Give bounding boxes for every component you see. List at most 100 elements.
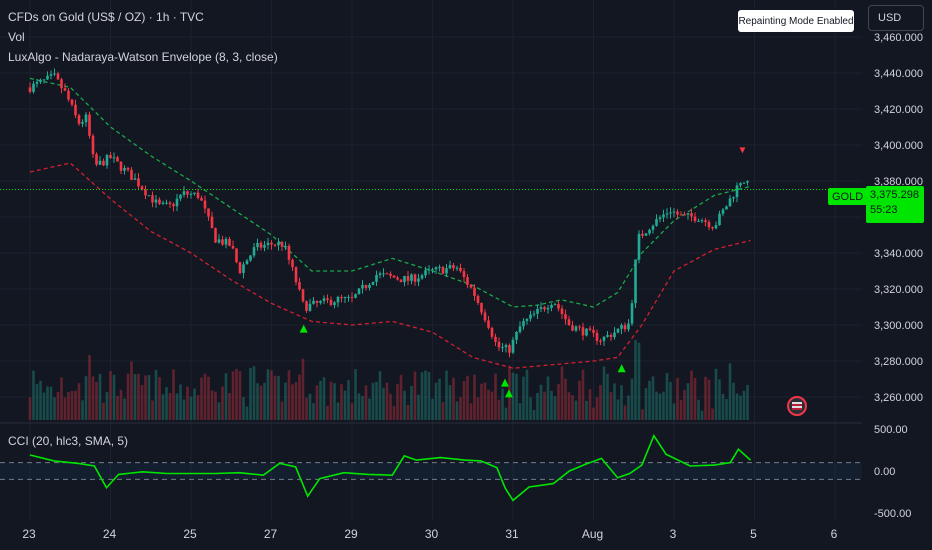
candle-body [49,74,53,76]
volume-bar [462,381,466,420]
volume-bar [557,384,560,420]
cci-pane [0,433,862,502]
volume-bar [371,382,375,420]
volume-bar [329,381,333,420]
candle-body [497,341,501,348]
candle-body [46,75,49,80]
symbol-title[interactable]: CFDs on Gold (US$ / OZ) · 1h · TVC [8,10,204,24]
volume-bar [305,397,308,420]
candle-body [91,135,95,155]
volume-bar [228,393,231,420]
candle-body [28,87,32,92]
vol-legend[interactable]: Vol [8,30,25,44]
candle-body [543,307,546,310]
candle-body [322,298,326,301]
candle-body [175,198,179,207]
candle-body [214,228,217,243]
volume-bar [301,358,305,420]
volume-bar [515,373,518,420]
volume-bar [375,381,378,420]
volume-bar [693,377,697,420]
candle-body [392,275,396,278]
volume-bar [354,369,357,420]
candle-body [602,336,606,341]
volume-bar [742,390,746,420]
volume-bar [599,384,602,420]
candle-body [378,273,382,275]
volume-bar [140,384,144,420]
candle-body [280,242,284,247]
volume-bar [137,373,140,420]
candle-body [74,104,77,116]
volume-bar [382,387,385,420]
volume-bar [130,361,133,420]
candle-body [746,181,749,183]
volume-bar [280,401,284,420]
currency-button[interactable]: USD [868,5,924,31]
candle-body [644,233,648,236]
candle-body [382,273,385,275]
volume-bar [298,374,301,420]
candle-body [287,245,291,260]
candle-body [522,320,525,327]
candle-body [595,332,599,341]
volume-bar [284,382,287,420]
volume-bar [483,382,487,420]
volume-bar [735,393,739,420]
candle-body [693,216,697,222]
volume-bar [665,373,669,420]
candle-body [42,79,46,81]
volume-bar [347,380,350,420]
cci-axis[interactable]: 500.00 0.00 -500.00 [874,424,911,520]
volume-bar [679,399,683,420]
candle-body [172,204,175,207]
volume-bar [46,386,49,420]
indicator-legend[interactable]: LuxAlgo - Nadaraya-Watson Envelope (8, 3… [8,50,278,64]
candle-body [714,225,718,229]
volume-bar [525,369,529,420]
candle-body [284,245,287,247]
candle-body [277,242,280,246]
repainting-mode-badge[interactable]: Repainting Mode Enabled [738,10,854,32]
candle-body [494,336,497,342]
candle-body [410,274,413,281]
volume-bar [648,380,651,420]
candle-body [613,332,616,338]
volume-bar [319,380,322,420]
candle-body [39,79,42,82]
us-flag-icon[interactable] [787,396,807,416]
candle-body [448,265,452,269]
candle-body [273,244,277,246]
sell-signal-marker [739,147,746,154]
volume-bar [158,377,161,420]
candle-body [368,284,371,288]
candle-body [364,284,368,288]
time-tick-label: 23 [22,527,36,541]
volume-bar [88,354,91,420]
candle-body [109,155,112,158]
candle-body [228,239,231,246]
cci-legend[interactable]: CCI (20, hlc3, SMA, 5) [8,434,129,448]
volume-bar [91,376,95,420]
candle-body [532,313,536,315]
candle-body [256,242,259,248]
candle-body [557,304,560,309]
candle-body [697,220,700,222]
time-tick-label: Aug [582,527,603,541]
volume-bar [676,378,679,420]
candle-body [609,335,613,338]
candle-body [56,73,60,80]
candle-body [301,289,305,302]
candle-body [396,277,399,280]
main-grid [0,0,862,520]
volume-bar [501,388,504,420]
volume-bar [721,393,725,420]
volume-bar [214,391,217,420]
volume-bar [126,373,130,420]
candle-body [235,248,238,263]
volume-bar [35,384,39,420]
candle-body [60,79,63,89]
time-axis[interactable]: 23 24 25 27 29 30 31 Aug 3 5 6 [22,527,837,541]
candle-body [669,212,672,214]
volume-bar [63,397,67,420]
